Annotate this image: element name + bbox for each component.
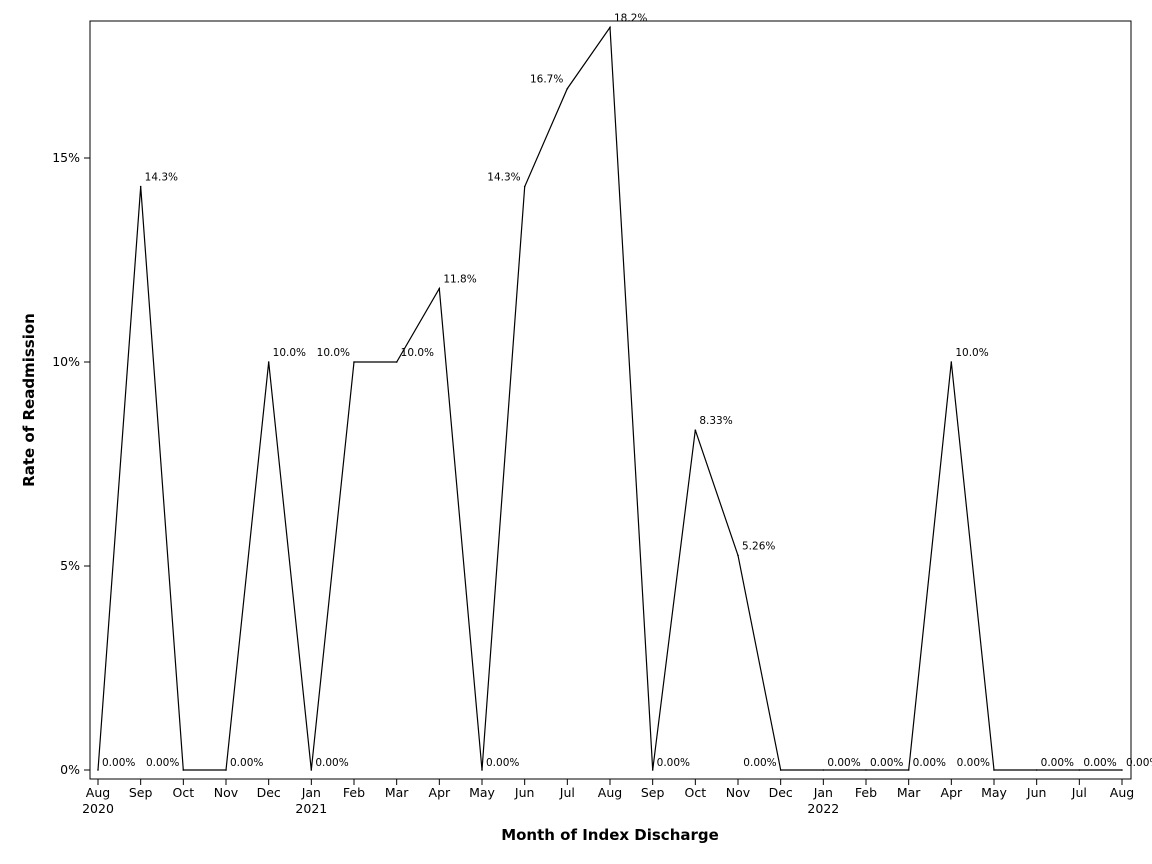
x-tick-label: Oct xyxy=(685,785,707,800)
y-axis-title: Rate of Readmission xyxy=(20,313,38,487)
data-point xyxy=(822,769,825,771)
data-point xyxy=(566,87,569,90)
data-label: 8.33% xyxy=(699,415,732,427)
data-point xyxy=(779,769,782,771)
data-point xyxy=(993,769,995,771)
data-point xyxy=(907,769,910,771)
data-label: 18.2% xyxy=(614,12,647,24)
data-label: 0.00% xyxy=(913,757,946,769)
data-label: 0.00% xyxy=(315,757,348,769)
x-tick-label: Nov xyxy=(726,785,751,800)
x-tick-label: Jun xyxy=(514,785,535,800)
data-point xyxy=(1078,769,1081,771)
x-tick-label: Feb xyxy=(855,785,877,800)
x-tick-label: Jan xyxy=(301,785,321,800)
x-tick-label: Mar xyxy=(897,785,921,800)
data-point xyxy=(225,769,227,771)
data-point xyxy=(651,769,654,771)
data-label: 14.3% xyxy=(145,172,178,184)
y-tick-label: 0% xyxy=(60,762,80,777)
y-tick-label: 5% xyxy=(60,558,80,573)
data-point xyxy=(1121,769,1123,771)
data-point xyxy=(1035,769,1038,771)
data-point xyxy=(694,429,697,431)
data-point xyxy=(353,361,355,363)
data-label: 10.0% xyxy=(273,347,306,359)
y-tick-label: 10% xyxy=(52,354,80,369)
data-label: 11.8% xyxy=(443,274,476,286)
x-axis-title: Month of Index Discharge xyxy=(501,826,719,844)
data-label: 10.0% xyxy=(317,347,350,359)
data-label: 0.00% xyxy=(743,757,776,769)
x-tick-year-label: 2020 xyxy=(82,801,114,816)
x-tick-label: Aug xyxy=(598,785,622,800)
x-tick-label: Aug xyxy=(1110,785,1134,800)
data-label: 0.00% xyxy=(657,757,690,769)
x-tick-label: Sep xyxy=(129,785,153,800)
y-tick-label: 15% xyxy=(52,150,80,165)
data-label: 0.00% xyxy=(102,757,135,769)
data-point xyxy=(865,769,867,771)
data-point xyxy=(737,554,739,557)
x-tick-label: Nov xyxy=(214,785,239,800)
plot-frame xyxy=(89,20,1132,780)
data-point xyxy=(438,287,441,290)
data-label: 0.00% xyxy=(870,757,903,769)
data-label: 0.00% xyxy=(230,757,263,769)
x-tick-label: Jan xyxy=(813,785,833,800)
data-point xyxy=(267,361,270,363)
x-tick-label: Sep xyxy=(641,785,665,800)
data-label: 0.00% xyxy=(146,757,179,769)
x-tick-year-label: 2022 xyxy=(807,801,839,816)
data-label: 16.7% xyxy=(530,74,563,86)
x-tick-label: Jun xyxy=(1026,785,1047,800)
data-label: 0.00% xyxy=(827,757,860,769)
data-label: 0.00% xyxy=(957,757,990,769)
y-axis: 0% 5% 10% 15% xyxy=(52,150,90,777)
x-tick-label: Jul xyxy=(559,785,575,800)
x-tick-label: Mar xyxy=(385,785,409,800)
data-label: 0.00% xyxy=(486,757,519,769)
data-point xyxy=(395,361,398,363)
x-tick-label: Apr xyxy=(941,785,963,800)
data-point xyxy=(523,185,526,188)
data-label: 0.00% xyxy=(1041,757,1074,769)
x-tick-label: May xyxy=(469,785,495,800)
data-labels: 0.00% 14.3% 0.00% 0.00% 10.0% 0.00% 10.0% 10.0%… xyxy=(97,12,1152,771)
data-label: 0.00% xyxy=(1126,757,1152,769)
data-label: 5.26% xyxy=(742,540,775,552)
x-tick-label: Dec xyxy=(257,785,281,800)
series-line xyxy=(97,25,1122,771)
data-point xyxy=(950,361,953,363)
data-label: 0.00% xyxy=(1083,757,1116,769)
x-tick-label: Oct xyxy=(173,785,195,800)
data-point xyxy=(310,769,313,771)
data-point xyxy=(481,769,483,771)
data-label: 14.3% xyxy=(487,172,520,184)
x-tick-label: Jul xyxy=(1071,785,1087,800)
data-point xyxy=(182,769,185,771)
data-point xyxy=(97,769,99,771)
data-label: 10.0% xyxy=(955,347,988,359)
x-tick-label: May xyxy=(981,785,1007,800)
data-point xyxy=(609,26,611,29)
x-tick-label: Aug xyxy=(86,785,110,800)
x-tick-label: Apr xyxy=(429,785,451,800)
x-tick-label: Feb xyxy=(343,785,365,800)
data-label: 10.0% xyxy=(401,347,434,359)
x-tick-label: Dec xyxy=(769,785,793,800)
x-tick-year-label: 2021 xyxy=(295,801,327,816)
data-point xyxy=(139,185,142,188)
